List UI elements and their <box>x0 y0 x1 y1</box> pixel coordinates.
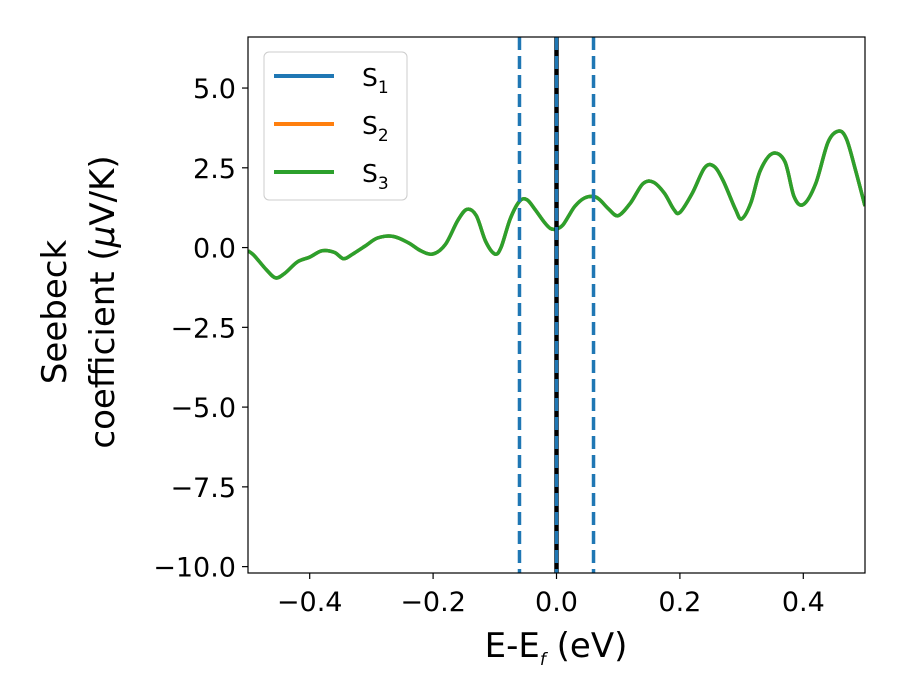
x-tick-label: −0.2 <box>400 587 466 618</box>
legend: S1 S2 S3 <box>263 51 408 201</box>
y-tick-label: 2.5 <box>193 154 236 185</box>
x-tick-label: 0.2 <box>658 587 701 618</box>
legend-label-s2: S2 <box>362 111 389 146</box>
x-tick-label: −0.4 <box>277 587 343 618</box>
x-tick-label: 0.4 <box>782 587 825 618</box>
y-tick-label: −2.5 <box>170 313 236 344</box>
legend-label-s1: S1 <box>362 63 389 98</box>
axis-ticks: −0.4 −0.2 0.0 0.2 0.4 5.0 2.5 0.0 −2.5 −5.0 −7.5 −1… <box>153 74 825 618</box>
y-tick-label: −10.0 <box>153 553 236 584</box>
y-tick-label: 0.0 <box>193 234 236 265</box>
legend-box <box>263 51 408 201</box>
y-axis-title-line1: Seebeck <box>35 240 75 385</box>
x-axis-title: E-Ef (eV) <box>485 626 628 670</box>
y-tick-label: 5.0 <box>193 74 236 105</box>
y-tick-label: −5.0 <box>170 393 236 424</box>
y-axis-title-line2: coefficient (μV/K) <box>83 155 123 448</box>
legend-label-s3: S3 <box>362 159 389 194</box>
series-line-s3 <box>248 129 865 280</box>
y-tick-label: −7.5 <box>170 473 236 504</box>
plot-area <box>248 37 865 573</box>
x-tick-label: 0.0 <box>535 587 578 618</box>
